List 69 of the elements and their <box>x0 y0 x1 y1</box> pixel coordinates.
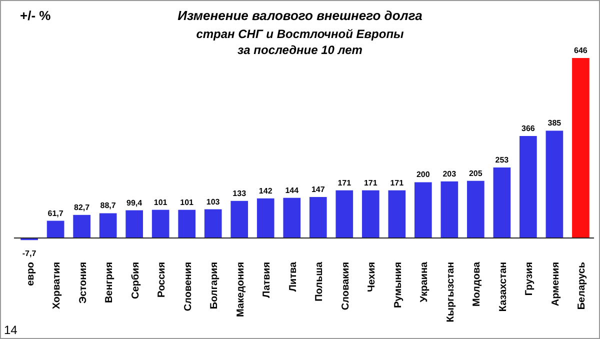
x-tick-label: Литва <box>288 262 299 292</box>
chart-title: Изменение валового внешнего долга <box>178 8 422 23</box>
x-tick-label: Румыния <box>392 262 404 308</box>
bar <box>388 190 406 238</box>
bar <box>178 210 196 238</box>
bar <box>126 210 143 238</box>
data-label: 101 <box>180 198 194 207</box>
bar <box>440 181 458 238</box>
chart-subtitle: стран СНГ и Востлочной Европы за последние 10 лет <box>196 27 405 57</box>
data-label: 385 <box>548 118 562 128</box>
data-label: 646 <box>574 46 588 55</box>
x-tick-label: Сербия <box>130 262 142 300</box>
x-tick-label: Хорватия <box>52 262 63 310</box>
bar <box>73 214 90 238</box>
bar <box>336 190 354 238</box>
bar <box>256 198 274 238</box>
y-axis-title: +/- % <box>20 8 52 23</box>
x-tick-label: евро <box>25 262 36 286</box>
data-label: 200 <box>416 170 430 180</box>
data-label: 171 <box>364 178 378 188</box>
x-tick-label: Македония <box>235 262 246 318</box>
x-tick-label: Грузия <box>524 262 536 296</box>
x-tick-label: Россия <box>156 262 168 298</box>
x-tick-label: Словакия <box>340 262 352 310</box>
bar <box>572 58 590 238</box>
data-label: 142 <box>258 186 273 196</box>
bar <box>99 213 117 238</box>
x-tick-label: Польша <box>314 262 326 302</box>
data-label: 147 <box>311 185 326 194</box>
bar <box>204 209 222 238</box>
x-tick-label: Казахстан <box>498 262 509 312</box>
bar <box>309 197 327 238</box>
bar <box>362 190 380 238</box>
x-tick-label: Украина <box>419 262 430 302</box>
data-label: 144 <box>285 186 300 195</box>
data-label: 103 <box>206 197 220 206</box>
data-label: 61,7 <box>48 208 64 218</box>
data-label: 253 <box>495 155 510 164</box>
data-label: 205 <box>468 168 483 178</box>
data-label: 171 <box>390 178 404 188</box>
data-label: 203 <box>442 169 457 178</box>
bar <box>467 180 484 238</box>
data-label: 82,7 <box>74 202 90 212</box>
bar <box>283 198 301 238</box>
x-tick-label: Беларусь <box>576 262 588 310</box>
data-label: 88,7 <box>100 201 116 210</box>
bar <box>152 210 170 238</box>
x-tick-label: Чехия <box>366 262 378 292</box>
data-label: 366 <box>522 124 536 133</box>
x-tick-label: Кыргызстан <box>445 262 456 322</box>
bar <box>520 136 537 238</box>
text: 14 <box>4 323 18 337</box>
x-tick-label: Эстония <box>78 262 89 304</box>
x-tick-label: Болгария <box>209 262 220 310</box>
data-label: -7,7 <box>22 248 37 258</box>
x-tick-label: Латвия <box>262 262 273 298</box>
bar <box>414 182 432 238</box>
x-tick-label: Армения <box>550 262 562 306</box>
x-tick-label: Молдова <box>472 262 483 307</box>
bar <box>46 220 64 238</box>
bar <box>493 167 511 238</box>
x-tick-label: Словения <box>182 262 194 312</box>
bar <box>230 200 248 238</box>
data-label: 133 <box>232 188 247 198</box>
data-label: 101 <box>154 198 168 207</box>
x-tick-label: Венгрия <box>104 262 116 304</box>
bar <box>546 130 564 238</box>
data-label: 171 <box>338 178 352 188</box>
data-label: 99,4 <box>126 198 143 208</box>
